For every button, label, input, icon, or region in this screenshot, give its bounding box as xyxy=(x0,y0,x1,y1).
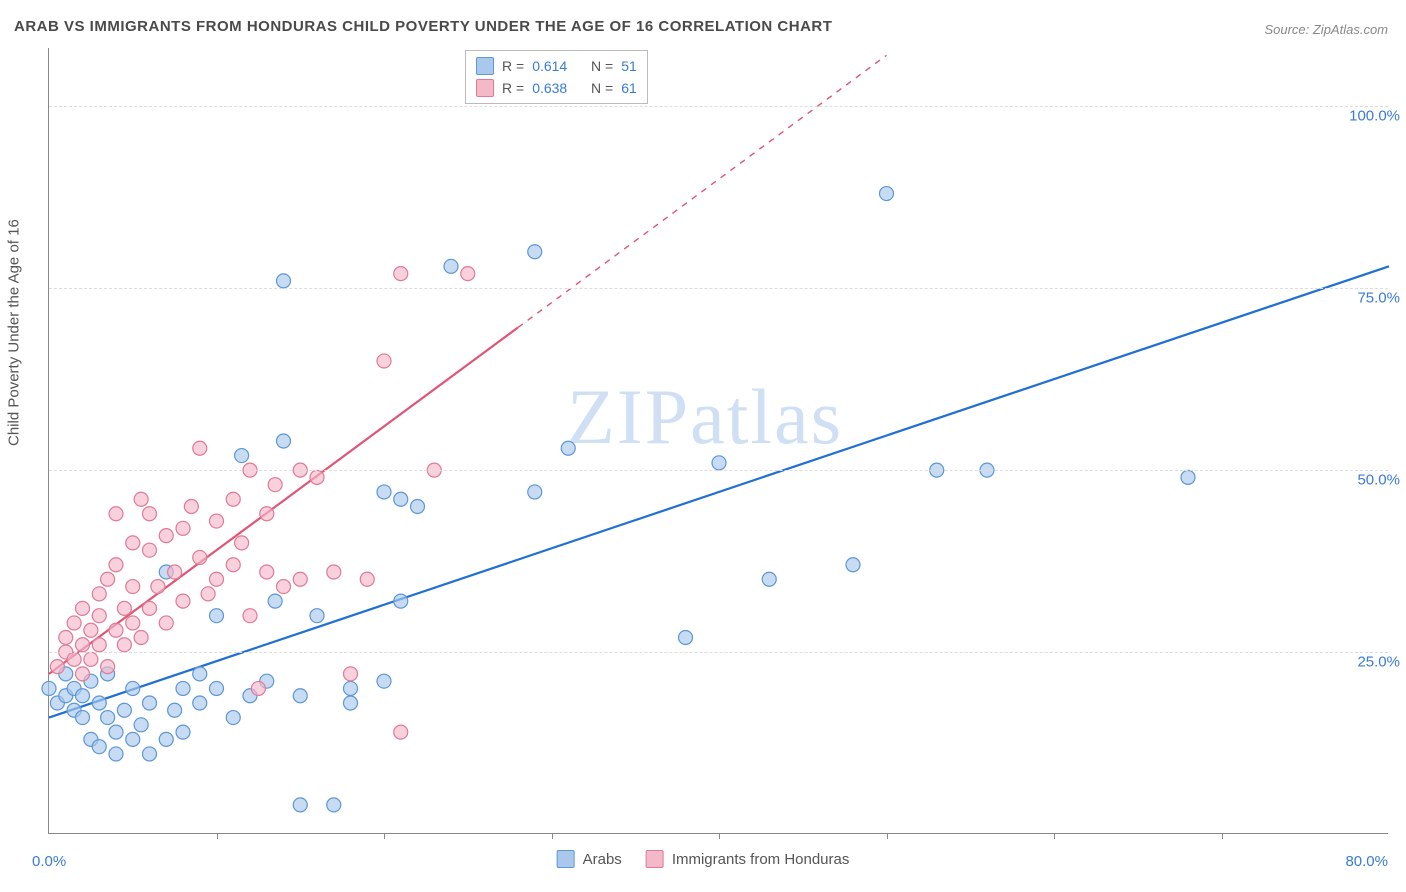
legend-label: Immigrants from Honduras xyxy=(672,851,850,868)
legend-stats-row: R = 0.614 N = 51 xyxy=(476,55,637,77)
x-tick xyxy=(217,833,218,839)
r-value-2: 0.638 xyxy=(532,80,567,96)
y-tick-label: 25.0% xyxy=(1357,654,1400,671)
x-tick xyxy=(719,833,720,839)
swatch-series-2 xyxy=(476,79,494,97)
swatch-series-1 xyxy=(557,850,575,868)
source-attribution: Source: ZipAtlas.com xyxy=(1264,22,1388,37)
plot-area: ZIPatlas xyxy=(48,48,1388,834)
x-tick xyxy=(1222,833,1223,839)
legend-label: Arabs xyxy=(583,851,622,868)
gridline xyxy=(49,106,1388,107)
legend-item: Arabs xyxy=(557,850,622,868)
legend-stats-row: R = 0.638 N = 61 xyxy=(476,77,637,99)
x-tick xyxy=(552,833,553,839)
y-tick-label: 100.0% xyxy=(1349,108,1400,125)
n-value-1: 51 xyxy=(621,58,637,74)
legend-series: Arabs Immigrants from Honduras xyxy=(557,850,850,868)
n-value-2: 61 xyxy=(621,80,637,96)
y-tick-label: 75.0% xyxy=(1357,290,1400,307)
gridline xyxy=(49,288,1388,289)
swatch-series-1 xyxy=(476,57,494,75)
legend-stats: R = 0.614 N = 51 R = 0.638 N = 61 xyxy=(465,50,648,104)
gridline xyxy=(49,470,1388,471)
chart-title: ARAB VS IMMIGRANTS FROM HONDURAS CHILD P… xyxy=(14,18,832,35)
swatch-series-2 xyxy=(646,850,664,868)
x-tick xyxy=(887,833,888,839)
y-tick-label: 50.0% xyxy=(1357,472,1400,489)
x-tick xyxy=(384,833,385,839)
r-value-1: 0.614 xyxy=(532,58,567,74)
chart-svg xyxy=(49,48,1388,833)
x-axis-min-label: 0.0% xyxy=(32,853,66,870)
gridline xyxy=(49,652,1388,653)
legend-item: Immigrants from Honduras xyxy=(646,850,850,868)
x-tick xyxy=(1054,833,1055,839)
y-axis-label: Child Poverty Under the Age of 16 xyxy=(6,219,23,446)
x-axis-max-label: 80.0% xyxy=(1345,853,1388,870)
